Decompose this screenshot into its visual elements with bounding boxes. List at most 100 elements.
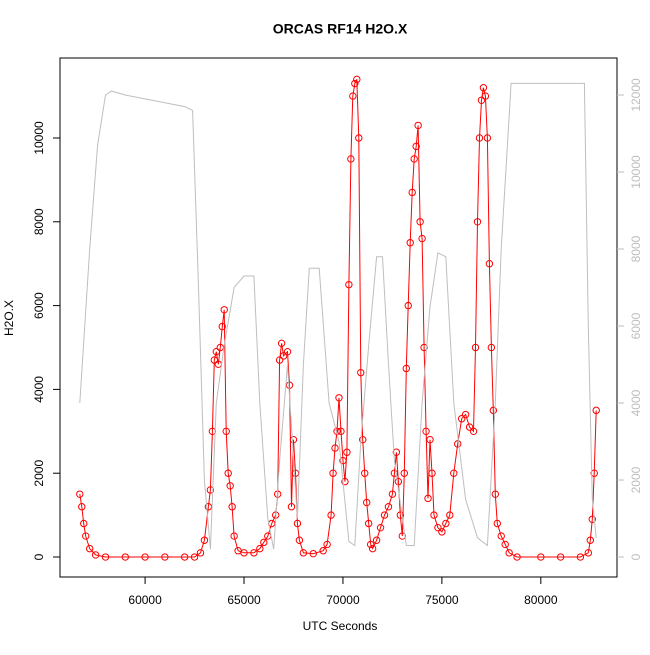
point	[260, 538, 268, 547]
point	[412, 142, 420, 151]
y2-tick-label: 12000	[629, 78, 643, 112]
point	[420, 343, 428, 352]
point	[493, 519, 501, 528]
point	[465, 423, 474, 431]
point	[483, 134, 492, 142]
point	[361, 469, 369, 477]
point	[584, 549, 593, 557]
point	[291, 469, 300, 477]
point	[442, 519, 450, 528]
point	[283, 347, 292, 356]
point	[341, 477, 349, 486]
point	[394, 477, 403, 486]
point	[586, 536, 594, 544]
point	[76, 490, 84, 498]
point	[438, 528, 446, 536]
point	[329, 469, 337, 477]
point	[364, 519, 373, 528]
point	[497, 532, 505, 540]
point	[477, 96, 486, 104]
series-line	[79, 82, 597, 550]
point	[471, 343, 480, 352]
point	[337, 427, 345, 436]
point	[368, 544, 377, 553]
point	[489, 406, 498, 415]
point	[481, 92, 490, 100]
point	[392, 448, 401, 456]
point	[353, 75, 361, 84]
point	[479, 84, 488, 92]
point	[222, 427, 230, 436]
y2-tick-label: 8000	[629, 235, 643, 262]
chart-title: ORCAS RF14 H2O.X	[273, 21, 408, 37]
point	[82, 532, 90, 540]
point	[309, 549, 317, 558]
point	[424, 494, 432, 503]
point	[457, 415, 466, 423]
point	[343, 448, 351, 456]
point	[426, 435, 434, 444]
point	[556, 553, 565, 561]
point	[141, 553, 149, 561]
point	[588, 515, 596, 524]
point	[210, 356, 219, 364]
point	[388, 490, 397, 498]
point	[299, 549, 308, 557]
point	[200, 536, 209, 544]
y-tick-label: 0	[32, 553, 46, 560]
series-line	[79, 79, 597, 558]
point	[228, 503, 236, 511]
plot-box	[59, 57, 618, 578]
point	[485, 259, 494, 268]
point	[78, 503, 86, 511]
point	[161, 553, 169, 561]
point	[226, 482, 234, 490]
point	[428, 469, 436, 477]
point	[513, 553, 521, 561]
point	[230, 532, 238, 540]
point	[402, 364, 410, 373]
point	[335, 394, 343, 402]
point	[101, 553, 110, 561]
y-tick-label: 10000	[32, 121, 46, 155]
point	[204, 503, 213, 511]
y2-tick-label: 2000	[629, 466, 643, 493]
point	[80, 519, 88, 528]
point	[206, 486, 215, 494]
point	[85, 544, 94, 553]
point	[418, 234, 426, 243]
x-tick-label: 65000	[227, 593, 261, 607]
y-tick-label: 2000	[32, 460, 46, 487]
point	[491, 490, 500, 498]
point	[289, 435, 298, 444]
point	[505, 549, 513, 557]
y-tick-label: 8000	[32, 208, 46, 235]
y-axis-label: H2O.X	[2, 300, 16, 336]
point	[355, 134, 363, 142]
point	[319, 547, 327, 555]
point	[362, 498, 371, 507]
point	[349, 92, 357, 100]
point	[287, 503, 296, 511]
y2-tick-label: 4000	[629, 389, 643, 416]
y2-tick-label: 0	[629, 553, 643, 560]
point	[366, 540, 375, 549]
point	[398, 532, 407, 540]
y-tick-label: 4000	[32, 376, 46, 403]
point	[357, 368, 365, 377]
x-tick-label: 70000	[326, 593, 360, 607]
point	[180, 553, 189, 561]
point	[323, 540, 331, 549]
point	[450, 469, 458, 477]
point	[390, 469, 399, 477]
point	[469, 427, 478, 436]
point	[590, 469, 598, 477]
point	[250, 549, 258, 557]
point	[345, 280, 353, 289]
point	[473, 218, 482, 226]
x-tick-label: 75000	[425, 593, 459, 607]
point	[501, 540, 509, 549]
point	[212, 347, 221, 356]
point	[592, 406, 600, 415]
